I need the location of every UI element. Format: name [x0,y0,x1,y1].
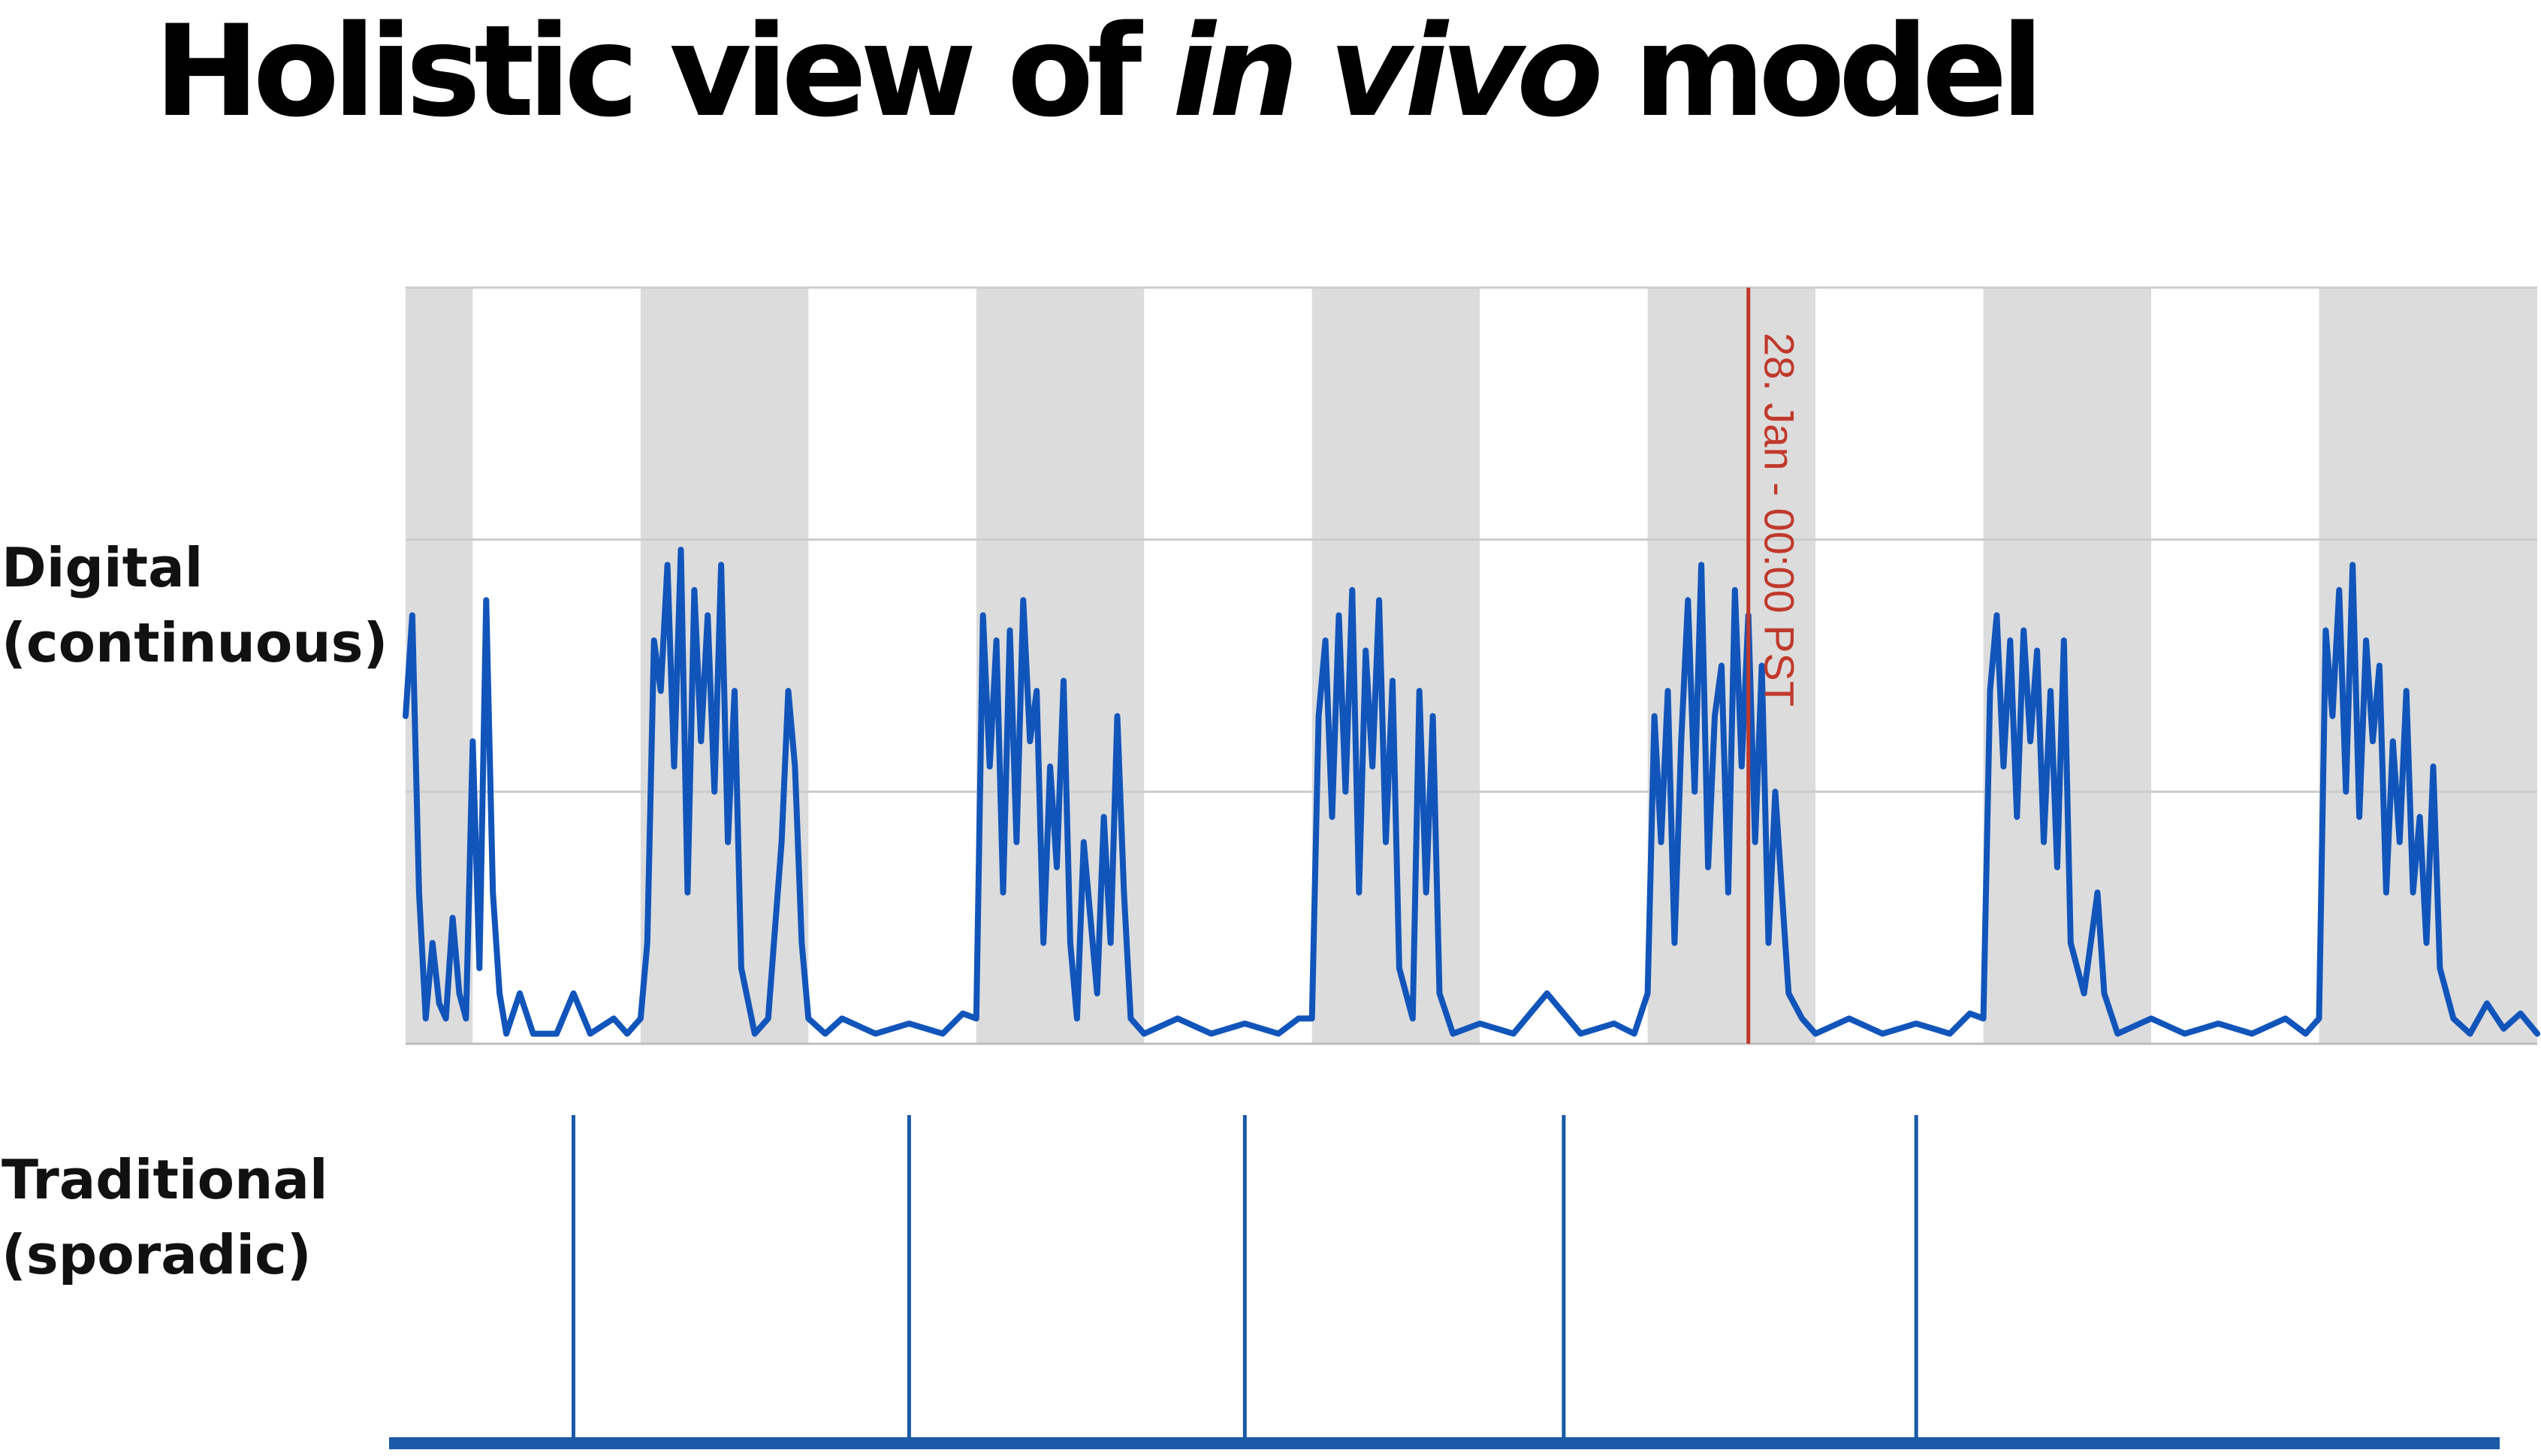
date-marker-label: 28. Jan - 00:00 PST [1756,333,1803,707]
digital-continuous-chart: 28. Jan - 00:00 PST [403,286,2540,1045]
activity-series-line [403,547,2540,1037]
digital-label: Digital (continuous) [2,530,388,680]
digital-label-line2: (continuous) [2,611,388,674]
traditional-label-line2: (sporadic) [2,1223,312,1286]
digital-label-line1: Digital [2,536,204,599]
title-italic: in vivo [1172,0,1604,145]
traditional-sporadic-chart [389,1115,2500,1449]
traditional-label-line1: Traditional [2,1148,328,1211]
night-band [976,288,1145,1044]
night-band [406,288,473,1044]
page-title: Holistic view of in vivo model [154,0,2044,145]
traditional-label: Traditional (sporadic) [2,1142,328,1292]
